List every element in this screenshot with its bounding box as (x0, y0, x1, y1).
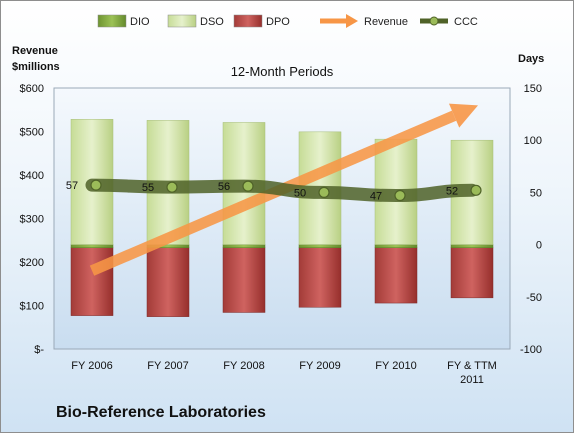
bar-dio (222, 244, 266, 248)
ccc-point (90, 179, 102, 191)
bar-dio (450, 244, 494, 248)
legend-dso-swatch (167, 14, 197, 28)
y-left-axis-title: $millions (12, 61, 60, 73)
bar-dio (70, 244, 114, 248)
y-right-tick-label: -50 (526, 292, 542, 304)
ccc-point (242, 180, 254, 192)
x-tick-label: FY & TTM (447, 360, 497, 372)
bar-dpo (298, 247, 342, 308)
ccc-point (318, 186, 330, 198)
chart-title: 12-Month Periods (231, 64, 334, 79)
y-left-axis-title: Revenue (12, 45, 58, 57)
y-left-tick-label: $- (34, 344, 44, 356)
ccc-data-label: 52 (446, 185, 458, 197)
revenue-arrowhead (448, 103, 478, 128)
ccc-data-label: 56 (218, 181, 230, 193)
ccc-data-label: 47 (370, 191, 382, 203)
legend-dpo-swatch (233, 14, 263, 28)
ccc-data-label: 50 (294, 187, 306, 199)
x-tick-label: FY 2007 (147, 360, 188, 372)
legend-dio-label: DIO (130, 16, 150, 28)
y-right-tick-label: 50 (530, 187, 542, 199)
legend-revenue-arrowhead (346, 14, 358, 28)
y-left-tick-label: $600 (20, 83, 44, 95)
legend-revenue-label: Revenue (364, 16, 408, 28)
bar-dpo (374, 247, 418, 304)
bar-dio (298, 244, 342, 248)
ccc-data-label: 57 (66, 180, 78, 192)
legend-ccc-marker (429, 16, 439, 26)
ccc-data-label: 55 (142, 182, 154, 194)
x-tick-label: FY 2008 (223, 360, 264, 372)
x-tick-label: FY 2010 (375, 360, 416, 372)
x-tick-label: 2011 (460, 374, 484, 386)
bar-dpo (222, 247, 266, 313)
legend-dio-swatch (97, 14, 127, 28)
y-left-tick-label: $400 (20, 170, 44, 182)
bar-dpo (70, 247, 114, 316)
y-right-tick-label: 150 (524, 83, 542, 95)
plot-area (53, 87, 511, 350)
y-right-tick-label: 0 (536, 240, 542, 252)
y-left-tick-label: $100 (20, 301, 44, 313)
ccc-point (166, 181, 178, 193)
bar-dpo (146, 247, 190, 317)
y-left-tick-label: $300 (20, 214, 44, 226)
ccc-point (470, 184, 482, 196)
legend-dso-label: DSO (200, 16, 224, 28)
ccc-point (394, 189, 406, 202)
ccc-line (85, 178, 479, 203)
x-tick-label: FY 2009 (299, 360, 340, 372)
y-right-tick-label: -100 (520, 344, 542, 356)
bar-dio (374, 244, 418, 248)
legend-dpo-label: DPO (266, 16, 290, 28)
bar-dpo (450, 247, 494, 299)
legend-ccc-label: CCC (454, 16, 478, 28)
y-left-tick-label: $500 (20, 127, 44, 139)
company-name: Bio-Reference Laboratories (56, 404, 266, 421)
y-left-tick-label: $200 (20, 257, 44, 269)
x-tick-label: FY 2006 (71, 360, 112, 372)
y-right-tick-label: 100 (524, 135, 542, 147)
y-right-axis-title: Days (518, 53, 544, 65)
